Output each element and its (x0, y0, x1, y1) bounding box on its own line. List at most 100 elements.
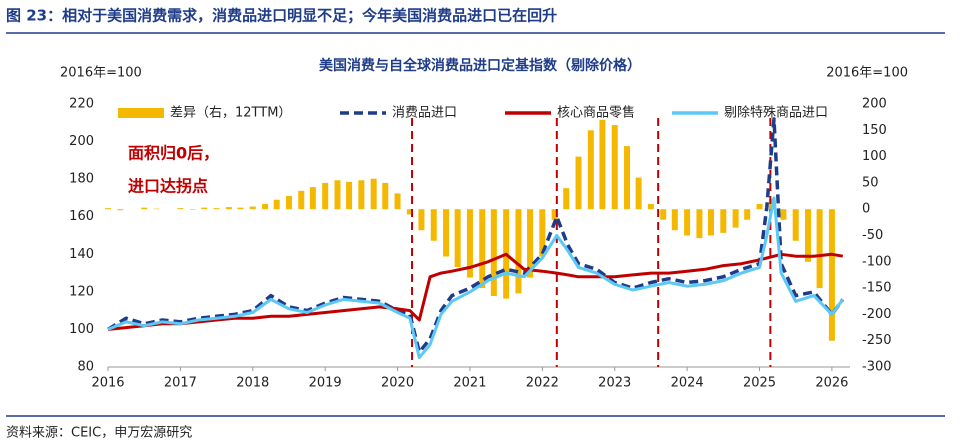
legend-label: 剔除特殊商品进口 (724, 106, 828, 121)
bar (105, 208, 111, 210)
bar (370, 178, 377, 210)
line (107, 117, 845, 354)
bar (805, 209, 812, 262)
y2-tick-label: 200 (862, 97, 887, 112)
bar (696, 209, 703, 239)
y-tick-label: 120 (69, 284, 94, 299)
bar (262, 203, 269, 210)
bar (201, 207, 208, 210)
legend-label: 消费品进口 (392, 106, 457, 121)
bar (551, 209, 558, 220)
bar (334, 180, 341, 210)
y2-tick-label: 0 (862, 202, 870, 217)
bar (599, 119, 606, 210)
bar (466, 209, 473, 278)
bar (611, 125, 618, 210)
bar (828, 209, 835, 341)
bar (635, 177, 642, 210)
bar (671, 209, 678, 231)
bar (418, 209, 425, 231)
bar (394, 193, 401, 210)
y2-tick-label: 50 (862, 175, 879, 190)
y-tick-label: 80 (77, 360, 94, 375)
y-axis-label: 2016年=100 (60, 66, 142, 81)
bar (273, 199, 280, 210)
legend-label: 差异（右，12TTM） (170, 106, 291, 121)
bar (792, 209, 799, 241)
bar (237, 207, 244, 210)
line (107, 252, 844, 331)
bar (527, 209, 534, 278)
bar (479, 209, 486, 289)
x-tick-label: 2018 (236, 376, 269, 391)
x-tick-label: 2026 (815, 376, 848, 391)
bar (177, 208, 184, 210)
bar (309, 187, 316, 210)
bar (732, 209, 739, 228)
x-tick-label: 2019 (309, 376, 342, 391)
y2-tick-label: -150 (862, 281, 892, 296)
bar (816, 209, 823, 289)
bar (744, 209, 751, 220)
y2-tick-label: -200 (862, 307, 892, 322)
line (107, 196, 845, 360)
bar (443, 209, 450, 257)
bar (358, 180, 365, 210)
bar (382, 182, 389, 210)
y-tick-label: 140 (69, 247, 94, 262)
bar (575, 156, 582, 210)
bar (684, 209, 691, 236)
y-tick-label: 180 (69, 172, 94, 187)
x-tick-label: 2021 (453, 376, 486, 391)
x-tick-label: 2023 (598, 376, 631, 391)
bar (141, 207, 148, 210)
y-tick-label: 160 (69, 209, 94, 224)
bar (539, 209, 546, 257)
bar (647, 203, 654, 210)
y2-tick-label: -300 (862, 360, 892, 375)
bar (285, 196, 292, 210)
source: 资料来源：CEIC，申万宏源研究 (6, 426, 192, 441)
annotation: 面积归0后， (128, 144, 219, 163)
bar (720, 209, 727, 233)
bar (117, 209, 124, 211)
bar (624, 146, 631, 210)
y2-tick-label: -50 (862, 228, 883, 243)
bar (515, 209, 522, 294)
legend-label: 核心商品零售 (557, 105, 635, 121)
bar (430, 209, 437, 241)
y2-tick-label: 100 (862, 149, 887, 164)
x-tick-label: 2025 (743, 376, 776, 391)
x-tick-label: 2017 (164, 376, 197, 391)
x-tick-label: 2016 (91, 376, 124, 391)
y2-tick-label: -100 (862, 254, 892, 269)
y2-tick-label: -250 (862, 333, 892, 348)
bar (189, 209, 196, 210)
bar (490, 209, 497, 296)
bar (249, 206, 256, 210)
bar (322, 182, 329, 210)
y2-axis-label: 2016年=100 (826, 66, 908, 81)
bar (153, 208, 160, 210)
bar (346, 181, 353, 210)
y-tick-label: 100 (69, 322, 94, 337)
x-tick-label: 2022 (526, 376, 559, 391)
annotation: 进口达拐点 (128, 177, 208, 196)
chart-title: 美国消费与自全球消费品进口定基指数（剔除价格） (319, 57, 641, 74)
y2-tick-label: 150 (862, 123, 887, 138)
bar (563, 188, 570, 210)
bar (587, 130, 594, 210)
x-tick-label: 2020 (381, 376, 414, 391)
legend-swatch (118, 108, 164, 118)
bar (756, 203, 763, 210)
bar (213, 208, 220, 210)
x-tick-label: 2024 (671, 376, 704, 391)
page-title: 图 23：相对于美国消费需求，消费品进口明显不足；今年美国消费品进口已在回升 (6, 7, 557, 25)
bar (660, 209, 667, 220)
bar (298, 190, 305, 210)
bar (708, 209, 715, 236)
y-tick-label: 220 (69, 97, 94, 112)
bar (225, 207, 232, 210)
bar (406, 209, 413, 215)
